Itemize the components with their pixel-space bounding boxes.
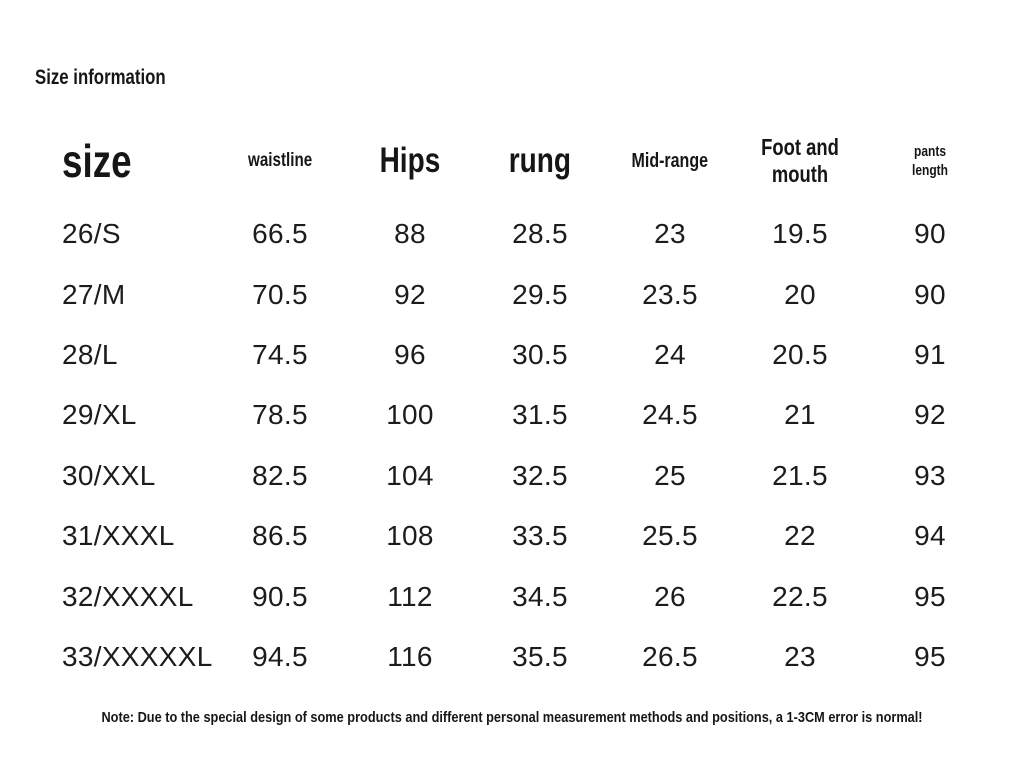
value-cell: 94.5	[252, 640, 308, 672]
table-row: 26/S 66.5 88 28.5 23 19.5 90	[0, 204, 1024, 264]
value-cell: 29.5	[512, 278, 568, 310]
value-cell: 22	[784, 520, 816, 552]
value-cell: 30.5	[512, 338, 568, 370]
row-label: 33/XXXXXL	[62, 640, 213, 672]
table-row: 30/XXL 82.5 104 32.5 25 21.5 93	[0, 446, 1024, 506]
row-label: 28/L	[62, 338, 118, 370]
value-cell: 100	[386, 399, 434, 431]
table-row: 32/XXXXL 90.5 112 34.5 26 22.5 95	[0, 566, 1024, 626]
value-cell: 90	[914, 218, 946, 250]
value-cell: 23	[654, 218, 686, 250]
value-cell: 25	[654, 459, 686, 491]
column-header-waistline: waistline	[215, 150, 345, 172]
column-header-label: Foot and mouth	[761, 133, 839, 187]
value-cell: 24	[654, 338, 686, 370]
value-cell: 92	[394, 278, 426, 310]
value-cell: 86.5	[252, 520, 308, 552]
footnote-text: Note: Due to the special design of some …	[101, 709, 923, 726]
table-header-row: size waistline Hips rung Mid-range Foot and m…	[0, 118, 1024, 204]
column-header-label: pants length	[912, 142, 948, 180]
value-cell: 91	[914, 338, 946, 370]
value-cell: 28.5	[512, 218, 568, 250]
value-cell: 23.5	[642, 278, 698, 310]
value-cell: 104	[386, 459, 434, 491]
value-cell: 92	[914, 399, 946, 431]
column-header-label: size	[62, 135, 132, 187]
value-cell: 21.5	[772, 459, 828, 491]
column-header-label: waistline	[247, 150, 313, 171]
value-cell: 20.5	[772, 338, 828, 370]
value-cell: 35.5	[512, 640, 568, 672]
value-cell: 20	[784, 278, 816, 310]
page-title: Size information	[35, 66, 198, 90]
value-cell: 93	[914, 459, 946, 491]
value-cell: 116	[387, 640, 433, 672]
column-header-label: rung	[508, 141, 572, 180]
table-row: 29/XL 78.5 100 31.5 24.5 21 92	[0, 385, 1024, 445]
value-cell: 26	[654, 580, 686, 612]
value-cell: 34.5	[512, 580, 568, 612]
column-header-pants-length: pants length	[865, 142, 995, 181]
row-label: 27/M	[62, 278, 126, 310]
page-title-text: Size information	[35, 66, 166, 89]
value-cell: 108	[386, 520, 434, 552]
value-cell: 22.5	[772, 580, 828, 612]
footnote: Note: Due to the special design of some …	[0, 709, 1024, 726]
table-row: 28/L 74.5 96 30.5 24 20.5 91	[0, 325, 1024, 385]
value-cell: 25.5	[642, 520, 698, 552]
value-cell: 33.5	[512, 520, 568, 552]
row-label: 32/XXXXL	[62, 580, 194, 612]
row-label: 30/XXL	[62, 459, 156, 491]
column-header-foot-and-mouth: Foot and mouth	[735, 134, 865, 188]
value-cell: 23	[784, 640, 816, 672]
value-cell: 31.5	[512, 399, 568, 431]
column-header-hips: Hips	[345, 141, 475, 181]
value-cell: 21	[784, 399, 816, 431]
table-row: 27/M 70.5 92 29.5 23.5 20 90	[0, 264, 1024, 324]
value-cell: 90	[914, 278, 946, 310]
value-cell: 112	[387, 580, 433, 612]
value-cell: 95	[914, 640, 946, 672]
value-cell: 32.5	[512, 459, 568, 491]
value-cell: 95	[914, 580, 946, 612]
size-table: size waistline Hips rung Mid-range Foot and m…	[0, 118, 1024, 687]
value-cell: 26.5	[642, 640, 698, 672]
value-cell: 19.5	[772, 218, 828, 250]
value-cell: 70.5	[252, 278, 308, 310]
value-cell: 88	[394, 218, 426, 250]
table-body: 26/S 66.5 88 28.5 23 19.5 90 27/M 70.5 92 29.5 23.5…	[0, 204, 1024, 687]
value-cell: 96	[394, 338, 426, 370]
column-header-rung: rung	[475, 141, 605, 181]
row-label: 26/S	[62, 218, 121, 250]
value-cell: 66.5	[252, 218, 308, 250]
row-label: 31/XXXL	[62, 520, 175, 552]
column-header-size: size	[40, 134, 215, 188]
value-cell: 90.5	[252, 580, 308, 612]
value-cell: 94	[914, 520, 946, 552]
table-row: 31/XXXL 86.5 108 33.5 25.5 22 94	[0, 506, 1024, 566]
value-cell: 74.5	[252, 338, 308, 370]
column-header-label: Hips	[379, 141, 441, 180]
value-cell: 78.5	[252, 399, 308, 431]
value-cell: 82.5	[252, 459, 308, 491]
value-cell: 24.5	[642, 399, 698, 431]
column-header-mid-range: Mid-range	[605, 150, 735, 173]
row-label: 29/XL	[62, 399, 137, 431]
table-row: 33/XXXXXL 94.5 116 35.5 26.5 23 95	[0, 627, 1024, 687]
column-header-label: Mid-range	[631, 149, 709, 172]
